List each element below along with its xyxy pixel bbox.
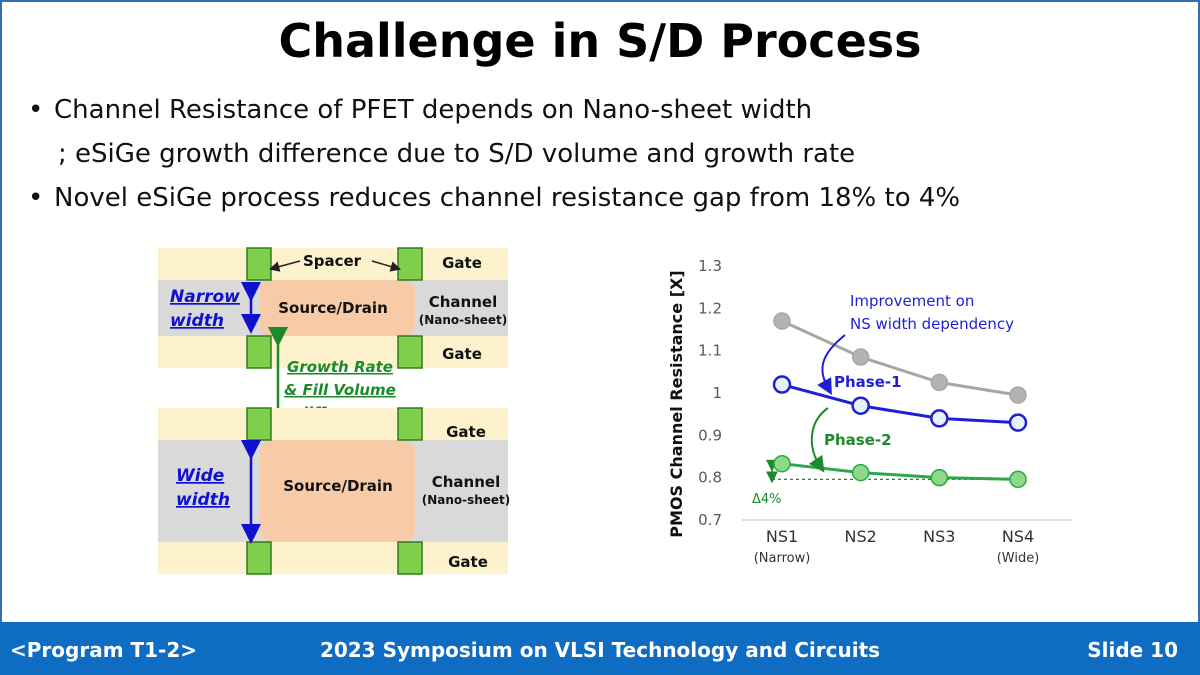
gate-label: Gate <box>446 423 486 441</box>
data-point <box>772 375 792 394</box>
y-ticks: 0.7 0.8 0.9 1 1.1 1.2 1.3 <box>698 257 722 529</box>
delta-label: Δ4% <box>752 492 782 507</box>
source-drain-wide <box>260 440 415 542</box>
x-tick-label: NS4 <box>1002 527 1034 546</box>
footer-program: <Program T1-2> <box>10 638 198 662</box>
improvement-annotation: NS width dependency <box>850 315 1014 333</box>
spacer-block <box>397 407 423 441</box>
footer-bar: 2023 Symposium on VLSI Technology and Ci… <box>0 622 1200 675</box>
y-tick-label: 0.9 <box>698 426 722 444</box>
bullet-dot-icon: • <box>28 183 44 213</box>
spacer-label: Spacer <box>303 252 362 270</box>
bullet-text: Channel Resistance of PFET depends on Na… <box>54 95 813 125</box>
spacer-block <box>397 335 423 369</box>
y-tick-label: 1.1 <box>698 342 722 360</box>
y-axis-label: PMOS Channel Resistance [X] <box>667 270 686 537</box>
phase2-label: Phase-2 <box>824 431 892 449</box>
source-drain-label: Source/Drain <box>278 299 388 317</box>
bullet-continuation: ; eSiGe growth difference due to S/D vol… <box>58 139 856 169</box>
bullet-text: Novel eSiGe process reduces channel resi… <box>54 183 961 213</box>
x-tick-sublabel: (Narrow) <box>754 551 811 566</box>
data-point <box>851 348 870 366</box>
narrow-label: width <box>170 311 224 331</box>
data-point <box>773 454 791 473</box>
series-group <box>772 312 1028 489</box>
resistance-chart: PMOS Channel Resistance [X] 0.7 0.8 0.9 1 1.… <box>667 248 1072 566</box>
gate-band <box>158 408 508 440</box>
gate-label: Gate <box>448 553 488 571</box>
source-drain-label: Source/Drain <box>283 477 393 495</box>
spacer-block <box>246 407 272 441</box>
gate-band <box>158 336 508 368</box>
growth-label: & Fill Volume <box>284 381 396 399</box>
spacer-block <box>397 541 423 575</box>
series-line <box>781 383 1019 425</box>
phase1-label: Phase-1 <box>834 373 902 391</box>
source-drain-narrow <box>260 280 415 336</box>
y-tick-label: 1.2 <box>698 299 722 317</box>
data-point <box>851 463 870 482</box>
bullet-item: • Novel eSiGe process reduces channel res… <box>28 176 1178 220</box>
wide-label: width <box>176 490 230 510</box>
phase2-arrow <box>808 407 829 473</box>
y-tick-label: 1 <box>712 384 722 402</box>
sd-diagram: Spacer Gate Gate Source/Drain Channel (N… <box>158 247 511 575</box>
data-point <box>773 312 791 330</box>
series-line <box>781 319 1019 397</box>
x-ticks: NS1 (Narrow) NS2 NS3 NS4 (Wide) <box>754 527 1040 566</box>
y-tick-label: 0.8 <box>698 469 722 487</box>
wide-label: Wide <box>176 466 224 486</box>
nanosheet-label: (Nano-sheet) <box>422 493 511 507</box>
footer-conference: 2023 Symposium on VLSI Technology and Ci… <box>319 638 881 662</box>
footer-slide-number: Slide 10 <box>1087 638 1178 662</box>
spacer-arrow <box>268 260 301 272</box>
data-point <box>851 396 870 415</box>
spacer-block <box>246 335 272 369</box>
slide-title: Challenge in S/D Process <box>278 14 922 68</box>
data-point <box>930 409 949 428</box>
nanosheet-label: (Nano-sheet) <box>419 313 508 327</box>
x-tick-label: NS3 <box>923 527 955 546</box>
channel-label: Channel <box>432 473 500 491</box>
bullet-list: • Channel Resistance of PFET depends on N… <box>28 88 1178 220</box>
y-tick-label: 1.3 <box>698 257 722 275</box>
spacer-block <box>246 247 272 281</box>
data-point <box>930 468 949 487</box>
improvement-annotation: Improvement on <box>850 292 974 310</box>
data-point <box>930 373 949 392</box>
spacer-block <box>246 541 272 575</box>
data-point <box>1009 470 1027 489</box>
y-tick-label: 0.7 <box>698 511 722 529</box>
narrow-label: Narrow <box>170 287 240 307</box>
x-tick-sublabel: (Wide) <box>997 551 1040 566</box>
x-tick-label: NS2 <box>845 527 877 546</box>
channel-label: Channel <box>429 293 497 311</box>
data-point <box>1008 413 1028 432</box>
bullet-item: • Channel Resistance of PFET depends on N… <box>28 88 1178 132</box>
gate-label: Gate <box>442 345 482 363</box>
spacer-block <box>397 247 423 281</box>
gate-label: Gate <box>442 254 482 272</box>
growth-label: Growth Rate <box>287 358 393 376</box>
improvement-arrow <box>817 334 846 395</box>
x-tick-label: NS1 <box>766 527 798 546</box>
data-point <box>1009 386 1027 404</box>
gate-band <box>158 248 508 280</box>
gate-band <box>158 542 508 574</box>
bullet-dot-icon: • <box>28 95 44 125</box>
spacer-arrow <box>371 260 402 272</box>
